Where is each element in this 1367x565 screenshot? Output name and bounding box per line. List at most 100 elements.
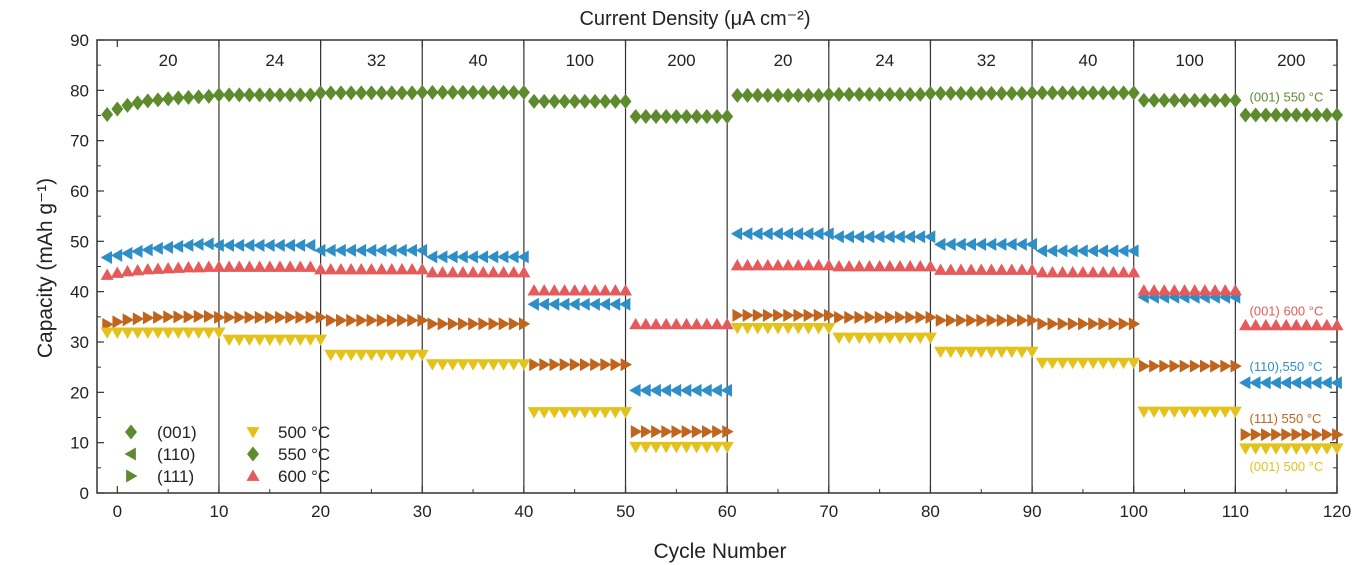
data-point xyxy=(690,383,702,397)
data-point xyxy=(507,84,520,100)
data-point xyxy=(202,327,216,339)
x-tick-label: 90 xyxy=(1023,502,1042,521)
data-point xyxy=(1249,318,1263,331)
data-point xyxy=(1229,92,1242,108)
data-point xyxy=(873,260,887,272)
data-point xyxy=(751,227,763,241)
data-point xyxy=(801,258,815,271)
data-point xyxy=(691,425,704,439)
data-point xyxy=(771,87,784,103)
data-point xyxy=(1168,92,1181,108)
data-point xyxy=(884,310,897,324)
data-point xyxy=(1026,85,1039,101)
data-point xyxy=(1289,318,1303,331)
data-point xyxy=(649,383,661,397)
data-point xyxy=(1035,357,1049,370)
data-point xyxy=(1056,244,1068,258)
data-point xyxy=(761,227,773,241)
data-point xyxy=(781,227,794,241)
data-point xyxy=(224,310,236,324)
data-point xyxy=(1157,406,1171,418)
data-point xyxy=(578,407,592,419)
data-point xyxy=(417,313,429,327)
data-point xyxy=(529,358,541,372)
data-point xyxy=(232,334,246,346)
data-point xyxy=(132,312,145,326)
data-point xyxy=(1036,85,1049,101)
data-point xyxy=(425,250,438,264)
legend-marker-600-c xyxy=(246,469,260,481)
data-point xyxy=(385,349,399,362)
data-point xyxy=(253,238,265,252)
data-point xyxy=(1076,244,1088,258)
legend-label: (111) xyxy=(157,467,194,486)
data-point xyxy=(151,327,165,339)
data-point xyxy=(671,425,683,439)
data-point xyxy=(1147,406,1161,418)
data-point xyxy=(791,258,805,271)
data-point xyxy=(395,349,409,362)
data-point xyxy=(1210,359,1222,373)
data-point xyxy=(639,441,653,454)
current-density-label: 200 xyxy=(1277,51,1305,70)
data-point xyxy=(1108,317,1120,331)
data-point xyxy=(1005,237,1017,251)
data-point xyxy=(458,317,470,331)
data-point xyxy=(903,332,917,344)
y-axis-ticks: 0 10 20 30 40 50 60 70 80 90 xyxy=(70,31,1337,503)
data-point xyxy=(1057,317,1070,331)
y-tick-label: 40 xyxy=(70,283,89,302)
data-point xyxy=(1320,443,1334,455)
data-point xyxy=(275,310,287,324)
data-point xyxy=(537,284,551,296)
data-point xyxy=(415,263,429,275)
data-point xyxy=(415,349,429,362)
data-point xyxy=(986,313,998,327)
data-point xyxy=(873,86,886,102)
data-point xyxy=(954,346,968,359)
data-point xyxy=(568,93,581,109)
x-tick-label: 100 xyxy=(1120,502,1148,521)
data-point xyxy=(222,260,236,272)
data-point xyxy=(730,258,744,271)
data-point xyxy=(619,284,633,296)
data-point xyxy=(263,334,277,346)
data-point xyxy=(1178,92,1191,108)
data-point xyxy=(202,260,216,272)
data-point xyxy=(131,244,143,258)
data-point xyxy=(588,407,602,419)
y-axis-label: Capacity (mAh g⁻¹) xyxy=(34,178,57,358)
data-point xyxy=(415,243,428,257)
data-point xyxy=(1320,318,1334,331)
data-point xyxy=(720,441,734,454)
data-point xyxy=(1189,359,1202,373)
data-point xyxy=(324,243,336,257)
data-point xyxy=(1208,284,1222,296)
data-point xyxy=(832,260,846,272)
data-point xyxy=(608,407,622,419)
data-point xyxy=(844,310,856,324)
data-point xyxy=(1045,244,1058,258)
data-point xyxy=(273,334,287,346)
data-point xyxy=(1056,85,1069,101)
data-point xyxy=(507,250,519,264)
data-point xyxy=(975,85,988,101)
data-point xyxy=(242,334,256,346)
data-point xyxy=(1086,357,1100,370)
data-point xyxy=(110,266,124,278)
data-point xyxy=(468,317,480,331)
data-point xyxy=(405,349,419,362)
data-point xyxy=(974,237,987,251)
data-point xyxy=(1137,284,1151,296)
data-point xyxy=(1239,376,1251,390)
data-point xyxy=(659,441,673,454)
data-point xyxy=(406,85,419,101)
data-point xyxy=(365,85,378,101)
data-point xyxy=(294,87,307,103)
data-point xyxy=(202,88,215,104)
x-tick-label: 30 xyxy=(413,502,432,521)
data-point xyxy=(771,227,783,241)
data-point xyxy=(1076,85,1089,101)
data-point xyxy=(1015,346,1029,359)
data-point xyxy=(1219,92,1232,108)
